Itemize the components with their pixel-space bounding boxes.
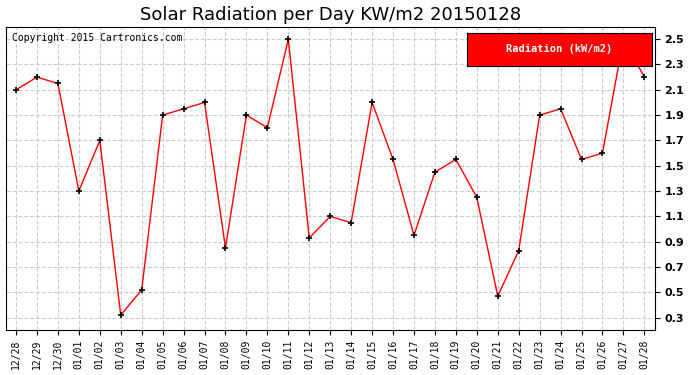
Text: Copyright 2015 Cartronics.com: Copyright 2015 Cartronics.com bbox=[12, 33, 182, 43]
Title: Solar Radiation per Day KW/m2 20150128: Solar Radiation per Day KW/m2 20150128 bbox=[139, 6, 521, 24]
